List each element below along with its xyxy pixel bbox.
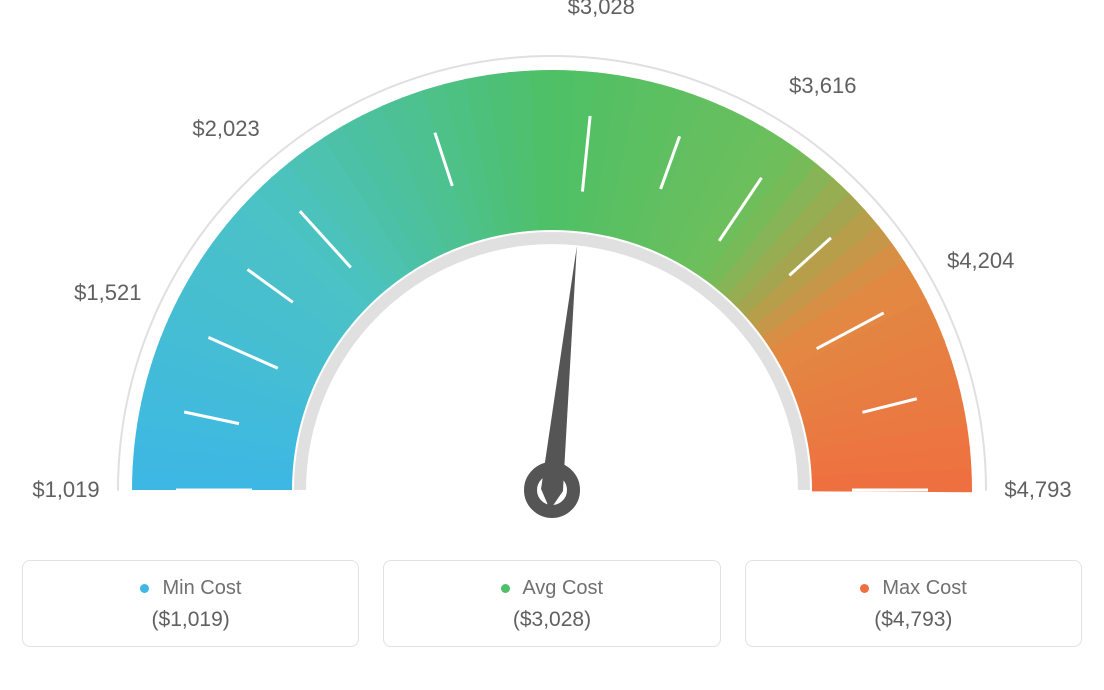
legend-value-avg: ($3,028)	[384, 608, 719, 632]
legend-dot-max	[860, 584, 869, 593]
legend-dot-avg	[501, 584, 510, 593]
legend-title-min-text: Min Cost	[162, 577, 241, 599]
gauge-tick-label: $3,028	[568, 0, 635, 20]
legend-card-max: Max Cost ($4,793)	[745, 560, 1082, 647]
gauge-tick-label: $1,019	[32, 477, 99, 503]
gauge-tick-label: $3,616	[789, 73, 856, 99]
legend-title-max-text: Max Cost	[882, 577, 966, 599]
gauge-tick-label: $4,204	[947, 248, 1014, 274]
legend-value-max: ($4,793)	[746, 608, 1081, 632]
legend-row: Min Cost ($1,019) Avg Cost ($3,028) Max …	[22, 560, 1082, 647]
gauge-chart: $1,019 $1,521 $2,023 $3,028 $3,616 $4,204 $4,7…	[0, 0, 1104, 560]
legend-title-avg-text: Avg Cost	[522, 577, 603, 599]
gauge-tick-label: $4,793	[1004, 477, 1071, 503]
legend-value-min: ($1,019)	[23, 608, 358, 632]
gauge-tick-label: $2,023	[192, 116, 259, 142]
legend-card-avg: Avg Cost ($3,028)	[383, 560, 720, 647]
legend-dot-min	[140, 584, 149, 593]
legend-card-min: Min Cost ($1,019)	[22, 560, 359, 647]
legend-title-min: Min Cost	[23, 577, 358, 600]
gauge-svg	[0, 0, 1104, 560]
legend-title-avg: Avg Cost	[384, 577, 719, 600]
legend-title-max: Max Cost	[746, 577, 1081, 600]
gauge-tick-label: $1,521	[74, 280, 141, 306]
